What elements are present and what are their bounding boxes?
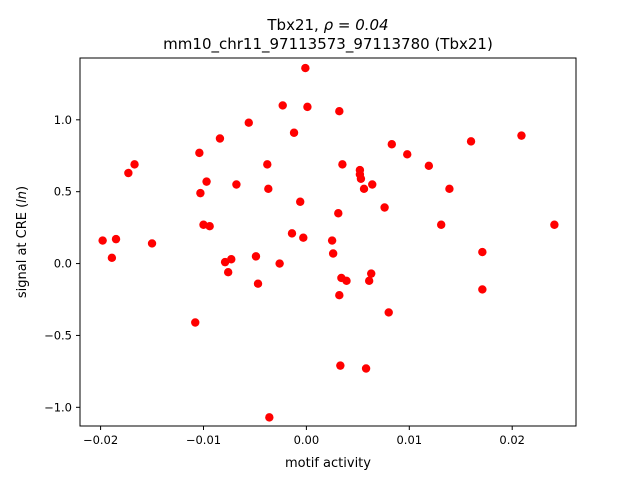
- data-point: [98, 236, 107, 245]
- data-point: [296, 197, 305, 206]
- chart-title-line1: Tbx21, ρ = 0.04: [266, 16, 388, 34]
- y-tick-label: −0.5: [44, 328, 72, 342]
- data-point: [124, 168, 133, 178]
- y-axis-label-prefix: signal at CRE (: [15, 203, 30, 298]
- data-point: [195, 148, 204, 158]
- y-axis-label-suffix: ): [15, 186, 30, 191]
- data-point: [445, 184, 454, 194]
- data-point: [263, 160, 272, 169]
- y-tick-label: −1.0: [44, 400, 72, 414]
- y-tick-label: 0.5: [54, 185, 72, 199]
- data-point: [364, 276, 374, 286]
- data-point: [367, 269, 376, 278]
- data-point: [223, 267, 233, 277]
- data-point: [299, 233, 308, 242]
- data-point: [130, 160, 139, 169]
- chart-title-gene: Tbx21,: [266, 16, 323, 34]
- plot-frame: [79, 57, 577, 427]
- y-axis-label-italic: ln: [15, 191, 30, 203]
- data-point: [361, 364, 371, 373]
- data-point: [387, 140, 397, 149]
- data-point: [265, 413, 274, 422]
- data-point: [478, 285, 487, 294]
- data-point: [356, 174, 366, 183]
- chart-title-rho: ρ = 0.04: [324, 16, 389, 34]
- data-point: [107, 253, 117, 263]
- data-point: [517, 131, 526, 140]
- chart-title-line2: mm10_chr11_97113573_97113780 (Tbx21): [163, 35, 493, 54]
- x-axis-label: motif activity: [285, 456, 371, 471]
- data-point: [368, 180, 377, 189]
- data-point: [303, 102, 312, 112]
- data-point: [205, 221, 214, 231]
- data-point: [424, 161, 434, 171]
- data-point: [191, 318, 200, 327]
- data-point: [335, 290, 344, 300]
- data-point: [359, 184, 369, 194]
- data-point: [328, 249, 338, 258]
- data-point: [227, 255, 236, 264]
- data-point: [550, 220, 559, 229]
- data-point: [380, 203, 389, 212]
- data-point: [251, 252, 261, 261]
- data-point: [403, 150, 412, 159]
- data-point: [338, 160, 347, 169]
- data-point: [287, 229, 297, 238]
- y-axis-label: signal at CRE (ln): [15, 186, 30, 298]
- x-tick-label: 0.00: [294, 433, 320, 447]
- data-point: [335, 106, 344, 116]
- x-tick-label: 0.01: [396, 433, 422, 447]
- data-point: [278, 101, 287, 110]
- points-layer: [98, 63, 559, 422]
- x-tick-label: −0.02: [83, 433, 118, 447]
- data-point: [436, 220, 446, 229]
- data-point: [215, 134, 225, 143]
- data-point: [253, 279, 263, 288]
- x-tick-label: 0.02: [499, 433, 525, 447]
- data-point: [196, 188, 205, 198]
- data-point: [202, 177, 211, 186]
- x-axis-ticks: −0.02 −0.01 0.00 0.01 0.02: [83, 426, 525, 447]
- data-point: [301, 63, 310, 73]
- y-tick-label: 1.0: [54, 113, 72, 127]
- data-point: [289, 128, 299, 137]
- data-point: [111, 234, 121, 244]
- data-point: [334, 209, 343, 218]
- data-point: [336, 361, 345, 370]
- data-point: [384, 308, 393, 317]
- data-point: [342, 276, 351, 286]
- data-point: [232, 180, 241, 189]
- data-point: [264, 184, 273, 194]
- data-point: [466, 137, 476, 146]
- data-point: [275, 259, 284, 268]
- data-point: [244, 118, 253, 127]
- data-point: [478, 247, 487, 257]
- data-point: [327, 236, 337, 245]
- y-tick-label: 0.0: [54, 257, 72, 271]
- x-tick-label: −0.01: [186, 433, 221, 447]
- y-axis-ticks: −1.0 −0.5 0.0 0.5 1.0: [44, 113, 80, 414]
- data-point: [147, 239, 157, 248]
